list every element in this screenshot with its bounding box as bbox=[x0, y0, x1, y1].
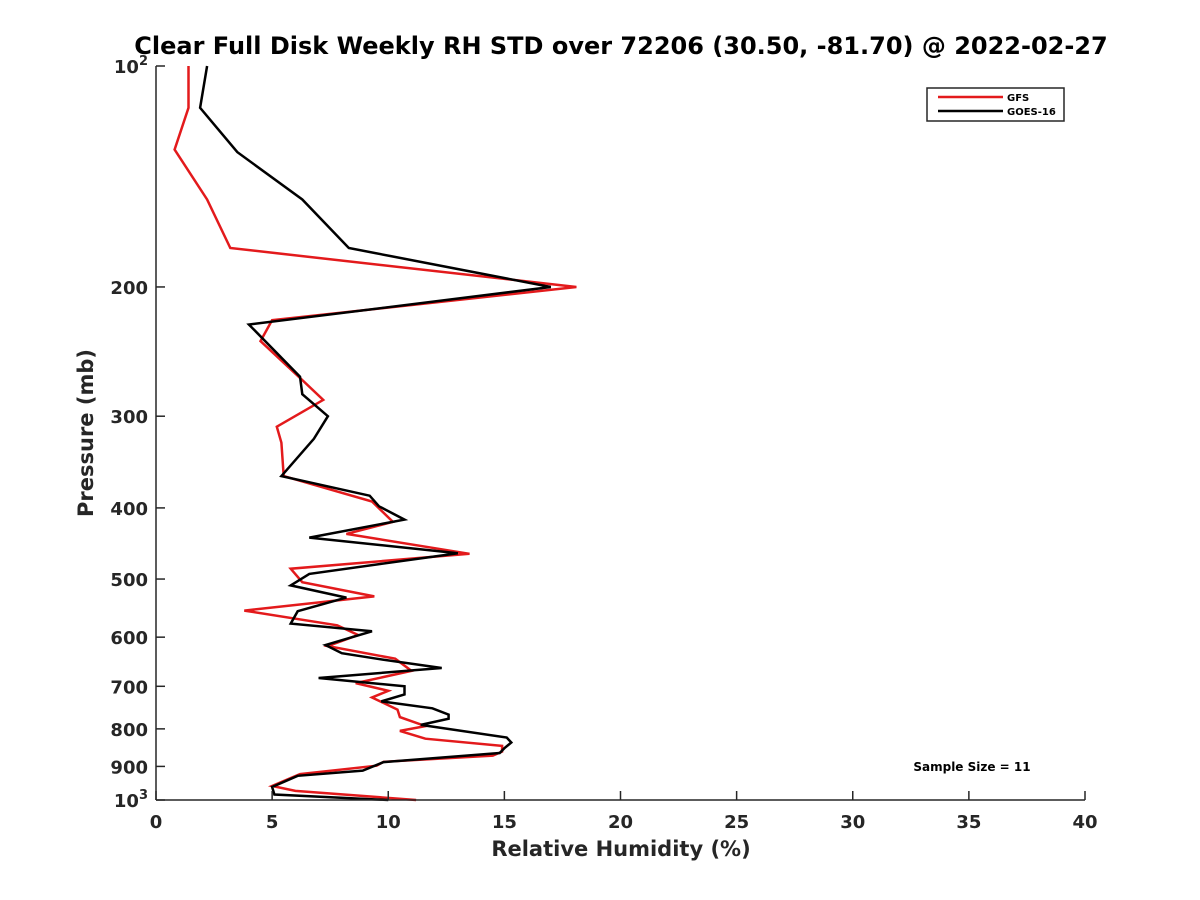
legend-label: GOES-16 bbox=[1007, 107, 1056, 118]
x-tick-label: 0 bbox=[150, 812, 163, 833]
y-tick-label: 400 bbox=[110, 499, 148, 520]
x-tick-label: 10 bbox=[376, 812, 401, 833]
y-tick-label: 103 bbox=[114, 788, 148, 812]
tick-marks: 0 5 10 15 20 25 30 35 40 102 200 300 400 500 600 700 800… bbox=[110, 54, 1097, 833]
y-tick-label: 700 bbox=[110, 677, 148, 698]
x-axis-label: Relative Humidity (%) bbox=[491, 837, 750, 861]
x-tick-label: 5 bbox=[266, 812, 279, 833]
legend-label: GFS bbox=[1007, 93, 1029, 104]
legend: GFS GOES-16 bbox=[926, 87, 1065, 122]
sample-size-annotation: Sample Size = 11 bbox=[913, 760, 1030, 774]
y-tick-label: 102 bbox=[114, 54, 148, 78]
x-tick-label: 35 bbox=[956, 812, 981, 833]
y-tick-label: 800 bbox=[110, 720, 148, 741]
x-tick-label: 20 bbox=[608, 812, 633, 833]
y-tick-label: 500 bbox=[110, 570, 148, 591]
y-tick-label: 300 bbox=[110, 407, 148, 428]
x-tick-label: 25 bbox=[724, 812, 749, 833]
x-tick-label: 30 bbox=[840, 812, 865, 833]
y-tick-label: 900 bbox=[110, 757, 148, 778]
y-axis-label: Pressure (mb) bbox=[74, 349, 98, 517]
chart-title: Clear Full Disk Weekly RH STD over 72206… bbox=[134, 32, 1107, 60]
x-tick-label: 15 bbox=[492, 812, 517, 833]
legend-box bbox=[926, 87, 1065, 122]
series-line-goes-16 bbox=[198, 65, 552, 802]
y-tick-label: 600 bbox=[110, 628, 148, 649]
y-tick-label: 200 bbox=[110, 278, 148, 299]
series-layer bbox=[173, 65, 577, 802]
x-tick-label: 40 bbox=[1072, 812, 1097, 833]
